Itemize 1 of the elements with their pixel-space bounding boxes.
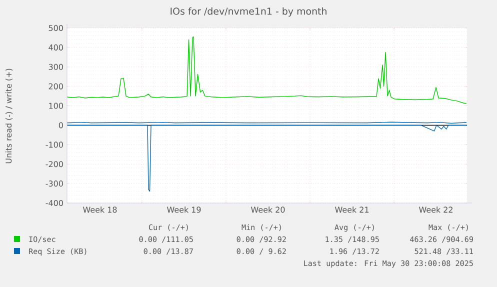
chart-title: IOs for /dev/nvme1n1 - by month (170, 7, 326, 17)
